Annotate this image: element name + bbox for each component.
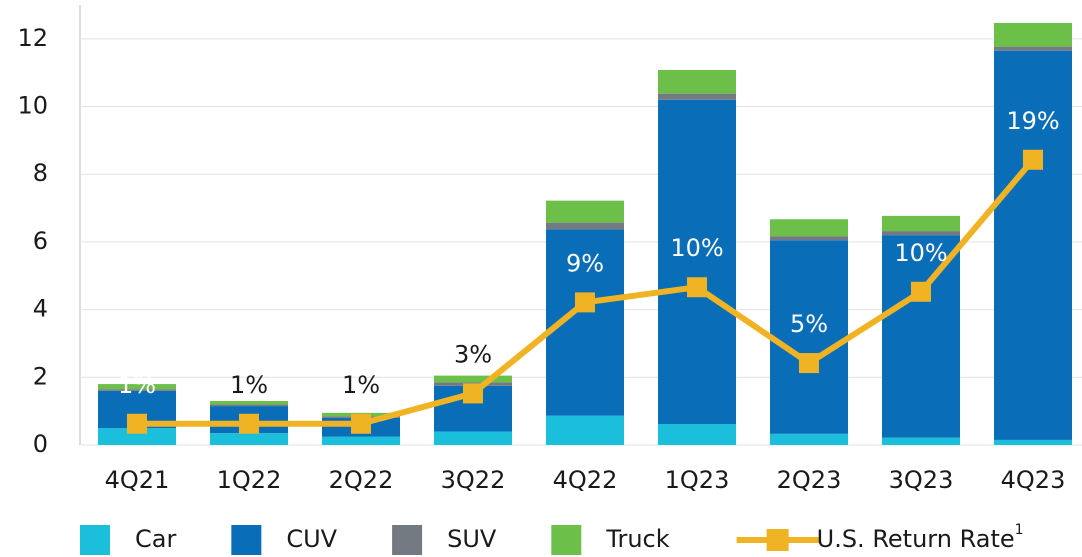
bar-segment bbox=[546, 200, 624, 223]
x-tick-label: 1Q23 bbox=[665, 466, 730, 494]
legend-swatch bbox=[551, 525, 582, 555]
bar-segment bbox=[210, 404, 288, 407]
bar-segment bbox=[770, 236, 848, 241]
bar-segment bbox=[882, 231, 960, 236]
y-tick-label: 8 bbox=[33, 159, 48, 187]
bar-segment bbox=[882, 235, 960, 438]
y-tick-label: 4 bbox=[33, 295, 48, 323]
bar-segment bbox=[994, 439, 1072, 445]
line-marker bbox=[351, 413, 371, 434]
bar-segment bbox=[770, 219, 848, 237]
y-tick-label: 12 bbox=[17, 24, 48, 52]
data-label: 1% bbox=[118, 371, 156, 399]
legend-label: U.S. Return Rate1 bbox=[817, 522, 1024, 553]
x-tick-label: 1Q22 bbox=[217, 466, 282, 494]
bar-segment bbox=[98, 428, 176, 445]
footnote-marker: 1 bbox=[1015, 522, 1024, 538]
data-label: 3% bbox=[454, 340, 492, 368]
data-label: 10% bbox=[894, 239, 947, 267]
bar-segment bbox=[210, 433, 288, 445]
data-label: 10% bbox=[670, 234, 723, 262]
bar-segment bbox=[994, 46, 1072, 51]
bar-segment bbox=[546, 222, 624, 230]
bar-segment bbox=[882, 215, 960, 232]
bar-segment bbox=[98, 389, 176, 391]
x-tick-label: 4Q21 bbox=[105, 466, 170, 494]
x-tick-label: 2Q22 bbox=[329, 466, 394, 494]
data-label: 1% bbox=[342, 371, 380, 399]
x-tick-label: 3Q23 bbox=[889, 466, 954, 494]
bar-segment bbox=[434, 431, 512, 445]
bar-segment bbox=[546, 415, 624, 445]
legend-marker bbox=[766, 529, 789, 551]
bar-segment bbox=[770, 240, 848, 434]
x-tick-label: 2Q23 bbox=[777, 466, 842, 494]
bar-segment bbox=[98, 384, 176, 390]
legend-swatch bbox=[80, 525, 110, 555]
line-marker bbox=[1023, 149, 1043, 170]
bar-segment bbox=[434, 375, 512, 383]
data-label: 5% bbox=[790, 310, 828, 338]
y-tick-label: 0 bbox=[33, 430, 48, 458]
line-marker bbox=[575, 292, 595, 313]
bar-segment bbox=[658, 93, 736, 100]
legend-swatch bbox=[392, 525, 423, 555]
y-tick-label: 2 bbox=[33, 362, 48, 390]
bar-segment bbox=[770, 433, 848, 445]
data-label: 9% bbox=[566, 249, 604, 277]
line-marker bbox=[239, 413, 259, 434]
legend-text: U.S. Return Rate bbox=[817, 525, 1015, 553]
bar-segment bbox=[322, 436, 400, 445]
x-tick-label: 4Q22 bbox=[553, 466, 618, 494]
legend-label: SUV bbox=[447, 525, 497, 553]
x-tick-label: 3Q22 bbox=[441, 466, 506, 494]
line-marker bbox=[463, 383, 483, 404]
bar-segment bbox=[658, 69, 736, 94]
line-marker bbox=[911, 281, 931, 302]
legend-label: Truck bbox=[605, 525, 669, 553]
line-marker bbox=[127, 413, 147, 434]
legend-swatch bbox=[231, 525, 262, 555]
bar-segment bbox=[658, 99, 736, 425]
x-tick-label: 4Q23 bbox=[1001, 466, 1066, 494]
line-marker bbox=[799, 353, 819, 374]
bar-segment bbox=[882, 437, 960, 445]
bar-segment bbox=[994, 22, 1072, 47]
data-label: 19% bbox=[1006, 107, 1059, 135]
data-label: 1% bbox=[230, 371, 268, 399]
legend-label: Car bbox=[135, 525, 176, 553]
legend-label: CUV bbox=[286, 525, 337, 553]
bar-segment bbox=[210, 401, 288, 405]
bar-segment bbox=[658, 424, 736, 445]
line-marker bbox=[687, 277, 707, 298]
y-tick-label: 10 bbox=[17, 92, 48, 120]
bar-segment bbox=[994, 50, 1072, 440]
y-tick-label: 6 bbox=[33, 227, 48, 255]
